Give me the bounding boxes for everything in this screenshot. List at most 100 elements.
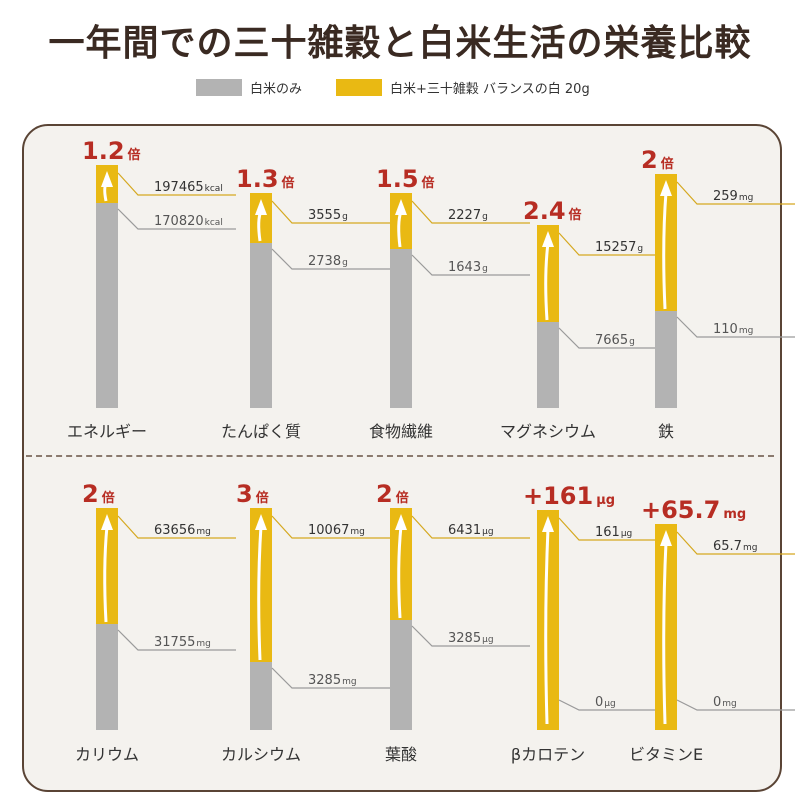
value-unit: mg <box>350 527 364 537</box>
value-label-mixed: 3555g <box>308 208 348 223</box>
leader-line-mixed <box>117 515 236 539</box>
leader-line-white-rice <box>411 625 530 647</box>
leader-line-white-rice <box>271 667 390 689</box>
ratio-label: +161 μg <box>523 482 615 510</box>
bar-white-rice <box>655 311 677 408</box>
value-number: 1643 <box>448 260 481 275</box>
value-label-mixed: 259mg <box>713 189 753 204</box>
leader-line-mixed <box>117 172 236 196</box>
leader-line-mixed <box>271 200 390 224</box>
value-number: 3285 <box>308 673 341 688</box>
ratio-suffix: 倍 <box>422 175 435 191</box>
category-label: 葉酸 <box>385 745 417 764</box>
category-label: マグネシウム <box>500 422 596 441</box>
ratio-label: 2.4 倍 <box>523 197 582 225</box>
ratio-suffix: 倍 <box>396 490 409 506</box>
value-number: 3555 <box>308 208 341 223</box>
legend-item-mixed: 白米+三十雑穀 バランスの白 20g <box>336 78 590 97</box>
ratio-value: 2 <box>82 480 99 508</box>
leader-line-mixed <box>271 515 390 539</box>
value-number: 6431 <box>448 523 481 538</box>
value-number: 197465 <box>154 180 204 195</box>
value-label-mixed: 6431μg <box>448 523 494 538</box>
ratio-value: 1.3 <box>236 165 279 193</box>
value-unit: g <box>629 337 635 347</box>
bar-white-rice <box>96 624 118 730</box>
bar-mixed <box>655 524 677 730</box>
row-divider <box>26 455 774 457</box>
leader-line-white-rice <box>676 316 795 338</box>
value-label-white-rice: 110mg <box>713 322 753 337</box>
legend-label-mixed: 白米+三十雑穀 バランスの白 20g <box>390 82 590 97</box>
bar-mixed <box>537 510 559 730</box>
ratio-value: 3 <box>236 480 253 508</box>
value-label-mixed: 161μg <box>595 525 632 540</box>
bar-white-rice <box>537 322 559 408</box>
value-label-white-rice: 3285mg <box>308 673 357 688</box>
leader-line-mixed <box>558 517 677 541</box>
value-number: 259 <box>713 189 738 204</box>
category-label: ビタミンE <box>629 745 703 764</box>
leader-line-mixed <box>676 531 795 555</box>
value-label-mixed: 197465kcal <box>154 180 223 195</box>
arrow-head-icon <box>395 514 407 530</box>
arrow-head-icon <box>255 199 267 215</box>
ratio-value: 2 <box>641 146 658 174</box>
bar-white-rice <box>250 243 272 408</box>
leader-line-white-rice <box>271 248 390 270</box>
category-label: 鉄 <box>658 422 674 441</box>
leader-line-mixed <box>558 232 677 256</box>
value-label-white-rice: 0mg <box>713 695 737 710</box>
value-number: 3285 <box>448 631 481 646</box>
value-number: 161 <box>595 525 620 540</box>
arrow-head-icon <box>660 530 672 546</box>
bar-white-rice <box>96 203 118 408</box>
value-label-mixed: 10067mg <box>308 523 365 538</box>
value-label-white-rice: 1643g <box>448 260 488 275</box>
ratio-suffix: 倍 <box>256 490 269 506</box>
legend-swatch-white-rice <box>196 79 242 96</box>
arrow-shaft <box>544 242 550 321</box>
bar-white-rice <box>250 662 272 730</box>
ratio-value: 1.5 <box>376 165 419 193</box>
legend: 白米のみ 白米+三十雑穀 バランスの白 20g <box>0 78 800 100</box>
leader-line-mixed <box>411 515 530 539</box>
bar-group-10: +65.7 mg 65.7mg 0mg ビタミンE <box>629 496 795 764</box>
value-unit: mg <box>739 193 753 203</box>
value-unit: g <box>637 244 643 254</box>
value-unit: g <box>342 212 348 222</box>
category-label: βカロテン <box>511 745 585 764</box>
ratio-label: 1.2 倍 <box>82 137 141 165</box>
ratio-suffix: 倍 <box>282 175 295 191</box>
ratio-label: +65.7 mg <box>641 496 746 524</box>
leader-line-mixed <box>676 181 795 205</box>
value-number: 63656 <box>154 523 195 538</box>
legend-label-white-rice: 白米のみ <box>250 82 303 97</box>
value-label-mixed: 15257g <box>595 240 643 255</box>
value-unit: μg <box>482 635 493 645</box>
ratio-label: 1.5 倍 <box>376 165 435 193</box>
value-label-mixed: 65.7mg <box>713 539 757 554</box>
ratio-suffix: 倍 <box>128 147 141 163</box>
value-number: 2738 <box>308 254 341 269</box>
value-number: 10067 <box>308 523 349 538</box>
value-label-mixed: 63656mg <box>154 523 211 538</box>
leader-line-white-rice <box>558 699 677 711</box>
value-unit: μg <box>482 527 493 537</box>
value-unit: g <box>482 212 488 222</box>
arrow-head-icon <box>101 514 113 530</box>
value-label-white-rice: 170820kcal <box>154 214 223 229</box>
leader-line-white-rice <box>558 327 677 349</box>
ratio-value: 2 <box>376 480 393 508</box>
value-number: 15257 <box>595 240 636 255</box>
page-title: 一年間での三十雑穀と白米生活の栄養比較 <box>48 23 752 64</box>
arrow-shaft <box>257 525 263 661</box>
value-number: 110 <box>713 322 738 337</box>
arrow-shaft <box>662 541 668 725</box>
value-unit: μg <box>621 529 632 539</box>
